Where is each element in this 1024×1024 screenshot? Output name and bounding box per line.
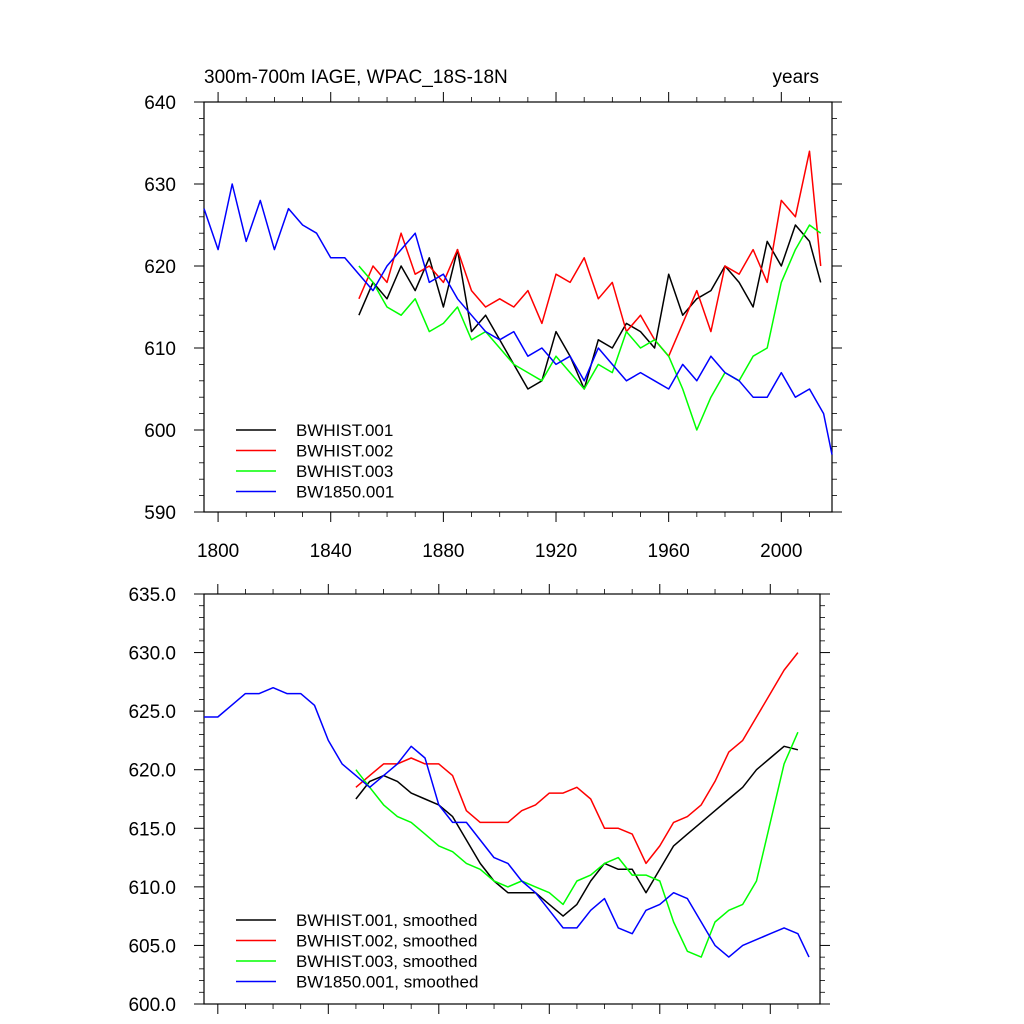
y-tick-label: 635.0 [128, 585, 176, 606]
y-tick-label: 620 [144, 257, 176, 278]
y-tick-label: 600 [144, 421, 176, 442]
legend-label: BW1850.001 [296, 483, 394, 502]
plot-frame [203, 593, 821, 1005]
y-tick-label: 610.0 [128, 878, 176, 899]
x-tick-label: 1960 [648, 541, 690, 562]
series-line-4 [203, 183, 833, 455]
legend-label: BWHIST.001 [296, 421, 393, 440]
y-tick-label: 625.0 [128, 702, 176, 723]
x-tick-label: 1800 [197, 541, 239, 562]
y-tick-label: 590 [144, 503, 176, 524]
y-tick-label: 630.0 [128, 644, 176, 665]
bottom-panel: 600.0 605.0 610.0 615.0 620.0 625.0 630.0 635.0… [128, 584, 830, 1016]
legend-label: BWHIST.002, smoothed [296, 932, 477, 951]
y-tick-label: 630 [144, 175, 176, 196]
x-tick-label: 1880 [422, 541, 464, 562]
top-panel: 300m-700m IAGE, WPAC_18S-18N years 1800 1… [144, 67, 842, 562]
y-tick-label: 620.0 [128, 761, 176, 782]
y-tick-label: 615.0 [128, 819, 176, 840]
y-tick-label: 600.0 [128, 995, 176, 1016]
plot-frame [203, 101, 833, 513]
y-tick-label: 610 [144, 339, 176, 360]
series-line-1 [358, 224, 822, 390]
series-line-4 [204, 686, 810, 958]
series-line-2 [358, 150, 822, 357]
chart-title: 300m-700m IAGE, WPAC_18S-18N [204, 67, 508, 88]
legend-label: BWHIST.003 [296, 462, 393, 481]
legend-label: BW1850.001, smoothed [296, 973, 478, 992]
legend-label: BWHIST.001, smoothed [296, 911, 477, 930]
x-tick-label: 1840 [310, 541, 352, 562]
chart-title-right: years [773, 67, 819, 88]
legend-label: BWHIST.002 [296, 442, 393, 461]
series-line-1 [355, 745, 799, 917]
x-tick-label: 2000 [760, 541, 802, 562]
y-tick-label: 605.0 [128, 936, 176, 957]
series-line-3 [358, 224, 822, 431]
series-line-2 [355, 652, 799, 865]
legend-label: BWHIST.003, smoothed [296, 952, 477, 971]
x-tick-label: 1920 [535, 541, 577, 562]
series-line-3 [355, 731, 799, 958]
y-tick-label: 640 [144, 93, 176, 114]
